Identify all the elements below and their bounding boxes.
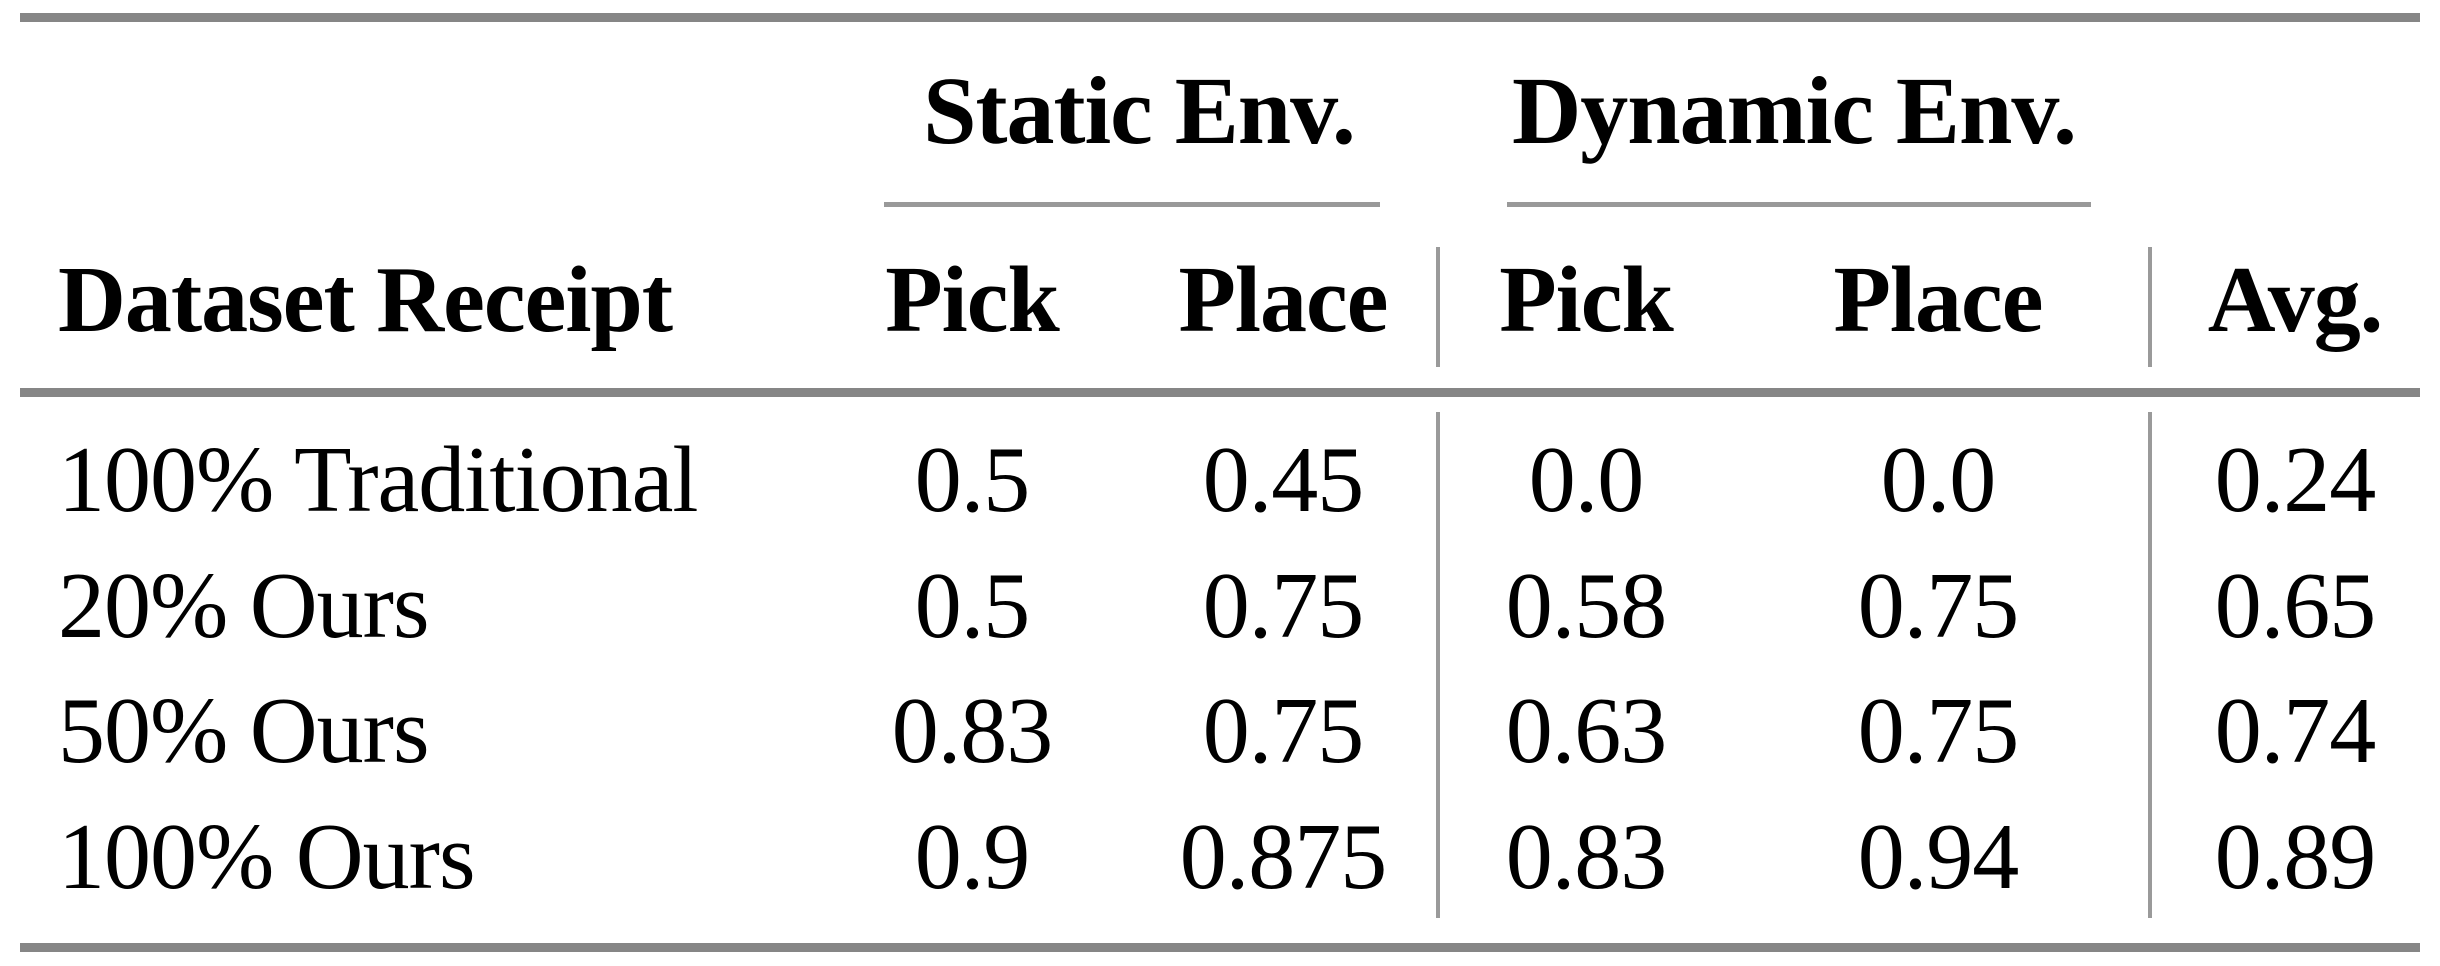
table-bottom-rule — [20, 943, 2420, 952]
body-vertical-separator-2 — [2148, 412, 2152, 918]
cell-dynamic-pick: 0.63 — [1505, 679, 1668, 783]
table-top-rule — [20, 13, 2420, 22]
cell-dynamic-place: 0.75 — [1857, 679, 2020, 783]
column-header-static-place: Place — [1178, 248, 1389, 352]
cell-static-place: 0.75 — [1202, 554, 1365, 658]
header-vertical-separator-1 — [1436, 247, 1440, 367]
cell-avg: 0.74 — [2214, 679, 2377, 783]
row-label: 50% Ours — [58, 679, 430, 783]
row-label: 100% Ours — [58, 805, 476, 909]
body-vertical-separator-1 — [1436, 412, 1440, 918]
cell-dynamic-pick: 0.0 — [1528, 428, 1645, 532]
cell-avg: 0.89 — [2214, 805, 2377, 909]
cell-static-pick: 0.5 — [914, 554, 1031, 658]
column-header-dataset-receipt: Dataset Receipt — [58, 248, 673, 352]
dynamic-env-cmidrule — [1507, 202, 2091, 207]
column-header-static-pick: Pick — [885, 248, 1060, 352]
static-env-cmidrule — [884, 202, 1380, 207]
cell-avg: 0.65 — [2214, 554, 2377, 658]
group-header-static-env: Static Env. — [923, 56, 1356, 164]
cell-dynamic-pick: 0.58 — [1505, 554, 1668, 658]
cell-static-pick: 0.9 — [914, 805, 1031, 909]
cell-static-place: 0.875 — [1179, 805, 1388, 909]
row-label: 20% Ours — [58, 554, 430, 658]
column-header-dynamic-pick: Pick — [1499, 248, 1674, 352]
cell-avg: 0.24 — [2214, 428, 2377, 532]
cell-static-place: 0.75 — [1202, 679, 1365, 783]
column-header-dynamic-place: Place — [1833, 248, 2044, 352]
cell-static-pick: 0.83 — [891, 679, 1054, 783]
cell-dynamic-pick: 0.83 — [1505, 805, 1668, 909]
row-label: 100% Traditional — [58, 428, 698, 532]
table-mid-rule — [20, 388, 2420, 397]
cell-dynamic-place: 0.75 — [1857, 554, 2020, 658]
cell-static-place: 0.45 — [1202, 428, 1365, 532]
column-header-avg: Avg. — [2207, 248, 2383, 352]
group-header-dynamic-env: Dynamic Env. — [1511, 56, 2077, 164]
cell-static-pick: 0.5 — [914, 428, 1031, 532]
cell-dynamic-place: 0.94 — [1857, 805, 2020, 909]
header-vertical-separator-2 — [2148, 247, 2152, 367]
cell-dynamic-place: 0.0 — [1880, 428, 1997, 532]
